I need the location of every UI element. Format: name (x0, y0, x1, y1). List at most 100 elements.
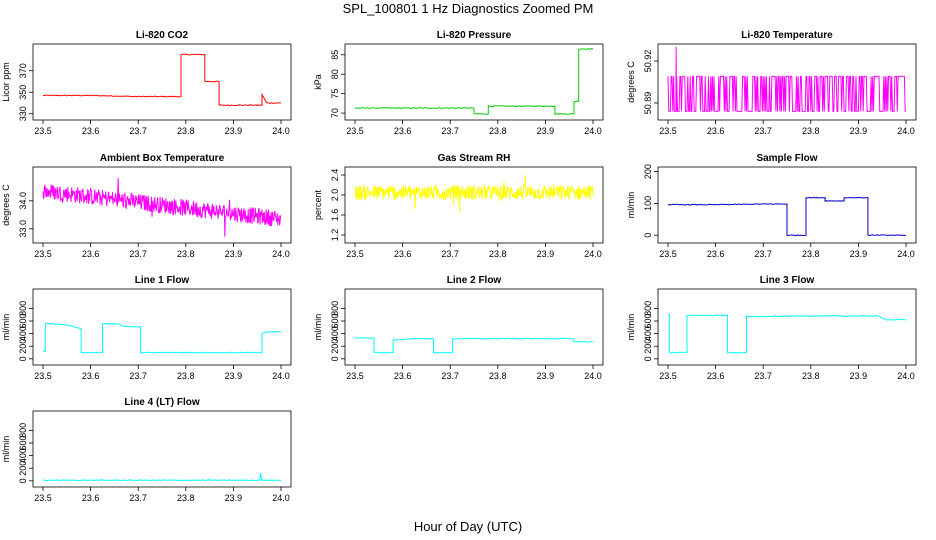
x-tick-label: 23.9 (850, 371, 868, 381)
panel-frame (32, 410, 292, 488)
x-tick-label: 23.5 (34, 371, 52, 381)
series-line (42, 473, 282, 482)
y-tick-label: 2.0 (330, 189, 340, 202)
y-tick-label: 85 (330, 50, 340, 60)
series-line (667, 196, 907, 237)
panel-10: Line 4 (LT) Flow ml/min 23.5 23.6 23.7 23.8 23… (1, 397, 292, 503)
x-tick-label: 23.6 (707, 126, 725, 136)
y-tick-label: 200 (330, 339, 340, 354)
series-line (667, 46, 906, 112)
panel-6: Sample Flow ml/min 23.5 23.6 23.7 23.8 23.9 24.… (626, 153, 917, 259)
y-tick-label: 330 (18, 106, 28, 121)
x-tick-label: 23.5 (346, 249, 364, 259)
series-line (42, 322, 282, 354)
panel-frame (32, 166, 292, 244)
series-line (354, 175, 594, 213)
x-tick-label: 23.5 (34, 493, 52, 503)
x-tick-label: 23.6 (707, 249, 725, 259)
x-tick-label: 23.9 (225, 249, 243, 259)
y-tick-label: 400 (18, 326, 28, 341)
y-axis-label: ml/min (626, 192, 636, 219)
x-tick-label: 24.0 (584, 371, 602, 381)
x-tick-label: 23.8 (177, 126, 195, 136)
series-line (354, 337, 594, 354)
panel-title: Sample Flow (756, 153, 817, 164)
y-axis-label: ml/min (1, 436, 11, 463)
series-line (42, 53, 282, 107)
panel-5: Gas Stream RH percent 23.5 23.6 23.7 23.8 23.9… (313, 153, 604, 259)
x-tick-label: 23.9 (537, 249, 555, 259)
y-tick-label: 33.0 (18, 220, 28, 238)
x-tick-label: 23.7 (129, 493, 147, 503)
y-tick-label: 2.4 (330, 169, 340, 182)
x-tick-label: 23.6 (82, 371, 100, 381)
x-tick-label: 23.9 (537, 371, 555, 381)
y-axis-label: percent (313, 189, 323, 220)
x-tick-label: 23.5 (346, 126, 364, 136)
panel-frame (657, 166, 917, 244)
x-tick-label: 23.8 (802, 371, 820, 381)
y-tick-label: 600 (18, 313, 28, 328)
x-tick-label: 23.6 (82, 493, 100, 503)
x-tick-label: 23.8 (489, 371, 507, 381)
panel-title: Ambient Box Temperature (100, 153, 225, 164)
x-tick-label: 24.0 (272, 371, 290, 381)
panel-title: Li-820 Temperature (741, 30, 833, 41)
y-tick-label: 1.6 (330, 209, 340, 222)
x-tick-label: 23.7 (129, 371, 147, 381)
y-tick-label: 50.92 (643, 50, 653, 73)
x-tick-label: 24.0 (897, 249, 915, 259)
x-tick-label: 23.9 (850, 249, 868, 259)
y-tick-label: 200 (18, 339, 28, 354)
panel-frame (344, 166, 604, 244)
y-tick-label: 1.2 (330, 229, 340, 242)
x-tick-label: 23.8 (177, 371, 195, 381)
panel-title: Li-820 Pressure (437, 30, 512, 41)
x-tick-label: 23.7 (129, 126, 147, 136)
figure-x-axis-label: Hour of Day (UTC) (414, 519, 522, 534)
x-tick-label: 23.8 (802, 249, 820, 259)
y-tick-label: 800 (18, 423, 28, 438)
x-tick-label: 23.9 (537, 126, 555, 136)
x-tick-label: 23.7 (441, 249, 459, 259)
panel-title: Line 4 (LT) Flow (124, 397, 200, 408)
y-tick-label: 75 (330, 89, 340, 99)
panel-3: Li-820 Temperature degrees C 23.5 23.6 23.7 2… (626, 30, 917, 136)
y-tick-label: 400 (18, 448, 28, 463)
panel-frame (32, 43, 292, 121)
x-tick-label: 24.0 (272, 126, 290, 136)
x-tick-label: 23.8 (177, 493, 195, 503)
panels: Li-820 CO2 Licor ppm 23.5 23.6 23.7 23.8 23.9 2… (1, 30, 917, 503)
y-axis-label: ml/min (1, 314, 11, 341)
y-tick-label: 200 (643, 164, 653, 179)
y-axis-label: Licor ppm (1, 62, 11, 102)
series-line (42, 178, 282, 237)
x-tick-label: 23.7 (441, 126, 459, 136)
panel-2: Li-820 Pressure kPa 23.5 23.6 23.7 23.8 23.9 24… (313, 30, 604, 136)
y-tick-label: 600 (643, 313, 653, 328)
x-tick-label: 23.6 (394, 126, 412, 136)
y-axis-label: ml/min (313, 314, 323, 341)
y-tick-label: 800 (330, 301, 340, 316)
x-tick-label: 24.0 (897, 126, 915, 136)
x-tick-label: 23.6 (707, 371, 725, 381)
y-tick-label: 0 (18, 478, 28, 483)
series-line (354, 48, 594, 115)
y-tick-label: 200 (643, 339, 653, 354)
panel-9: Line 3 Flow ml/min 23.5 23.6 23.7 23.8 23.9 24.… (626, 275, 917, 381)
y-tick-label: 0 (18, 356, 28, 361)
x-tick-label: 23.9 (225, 126, 243, 136)
x-tick-label: 23.5 (346, 371, 364, 381)
panel-title: Line 1 Flow (135, 275, 190, 286)
x-tick-label: 23.5 (659, 249, 677, 259)
series-line (667, 313, 907, 354)
y-axis-label: degrees C (1, 184, 11, 226)
x-tick-label: 23.8 (802, 126, 820, 136)
y-axis-label: ml/min (626, 314, 636, 341)
x-tick-label: 23.7 (754, 249, 772, 259)
y-tick-label: 400 (643, 326, 653, 341)
x-tick-label: 23.7 (129, 249, 147, 259)
x-tick-label: 23.6 (394, 249, 412, 259)
panel-8: Line 2 Flow ml/min 23.5 23.6 23.7 23.8 23.9 24.… (313, 275, 604, 381)
